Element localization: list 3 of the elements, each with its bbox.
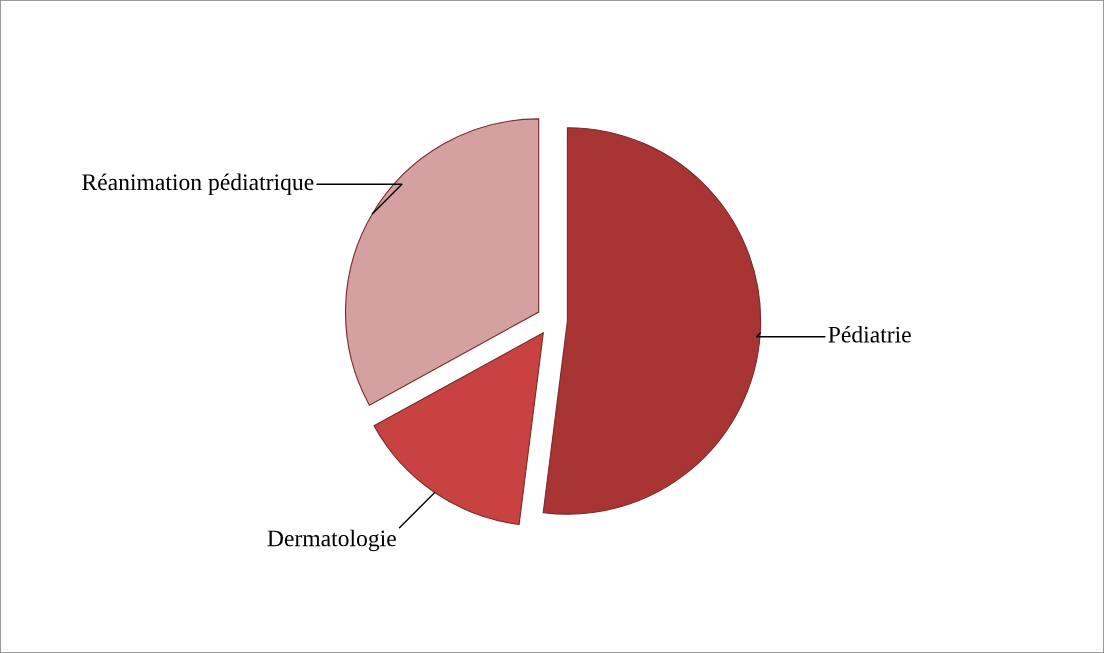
slice-label: Dermatologie [267, 529, 396, 552]
slice-label: Pédiatrie [828, 325, 911, 343]
slice-label: Réanimation pédiatrique [82, 173, 314, 195]
